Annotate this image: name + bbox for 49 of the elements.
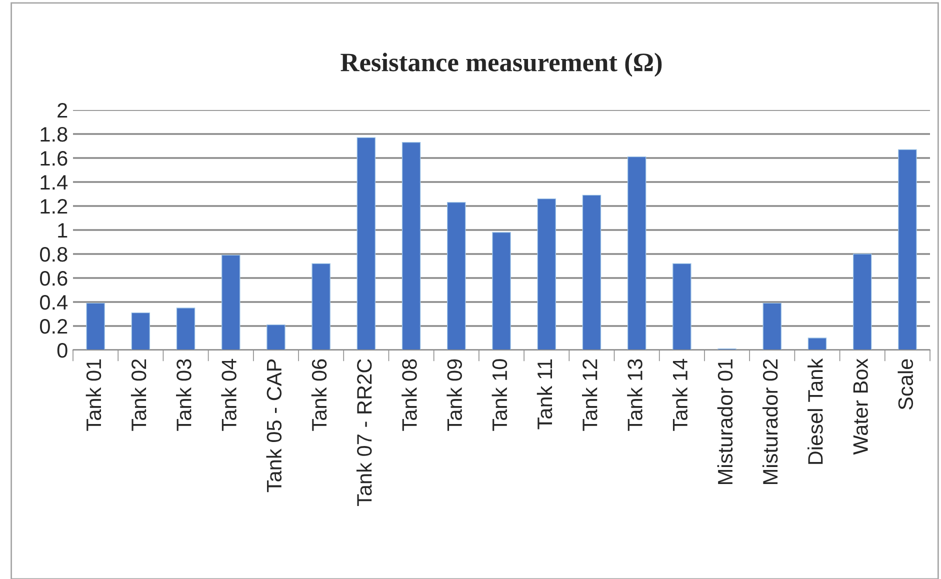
- x-tick-label: Misturador 01: [717, 359, 733, 484]
- x-tick-label: Tank 13: [627, 359, 642, 431]
- x-tick-label: Tank 01: [86, 359, 102, 431]
- bar: [627, 156, 646, 350]
- x-tick-label: Tank 12: [582, 359, 598, 431]
- y-tick-label: 1.6: [40, 151, 68, 166]
- bar: [447, 202, 466, 350]
- bar: [86, 302, 105, 350]
- y-tick-label: 1.8: [40, 127, 68, 142]
- bar: [582, 194, 602, 350]
- bar: [176, 308, 196, 350]
- bar: [266, 324, 286, 350]
- x-tick-label: Tank 10: [492, 359, 508, 431]
- y-tick-label: 0.8: [40, 247, 68, 262]
- bar: [537, 198, 556, 350]
- bar: [898, 149, 917, 350]
- bar: [808, 338, 827, 350]
- bar: [852, 254, 872, 350]
- x-tick-label: Tank 06: [311, 359, 327, 431]
- y-tick-label: 0.6: [40, 271, 68, 286]
- y-tick-label: 1.4: [40, 175, 68, 190]
- bar: [492, 232, 511, 350]
- bar: [312, 263, 330, 350]
- x-tick-label: Tank 02: [130, 359, 146, 431]
- bar: [672, 263, 692, 350]
- y-tick-label: 2: [58, 103, 68, 118]
- bar: [131, 312, 150, 350]
- y-tick-label: 0.4: [40, 295, 68, 310]
- bar: [402, 142, 421, 350]
- y-tick-label: 0: [57, 343, 68, 358]
- x-tick-label: Tank 04: [221, 358, 236, 431]
- x-tick-label: Water Box: [853, 358, 868, 455]
- x-tick-label: Misturador 02: [762, 359, 778, 484]
- x-tick-label: Tank 09: [446, 359, 462, 431]
- x-tick-label: Tank 05 - CAP: [266, 359, 282, 492]
- x-tick-label: Scale: [898, 359, 914, 410]
- bar: [762, 302, 782, 350]
- x-tick-label: Diesel Tank: [808, 358, 823, 464]
- x-tick-label: Tank 03: [176, 359, 192, 431]
- x-tick-label: Tank 08: [402, 359, 417, 431]
- y-tick-label: 1.2: [40, 199, 68, 214]
- x-tick-label: Tank 11: [536, 359, 552, 430]
- bar: [356, 137, 376, 350]
- x-tick-label: Tank 14: [672, 358, 688, 431]
- bar: [221, 254, 240, 350]
- x-tick-label: Tank 07 - RR2C: [356, 359, 372, 506]
- chart-title: Resistance measurement (Ω): [340, 52, 662, 77]
- y-tick-label: 0.2: [40, 319, 68, 334]
- y-tick-label: 1: [58, 223, 68, 238]
